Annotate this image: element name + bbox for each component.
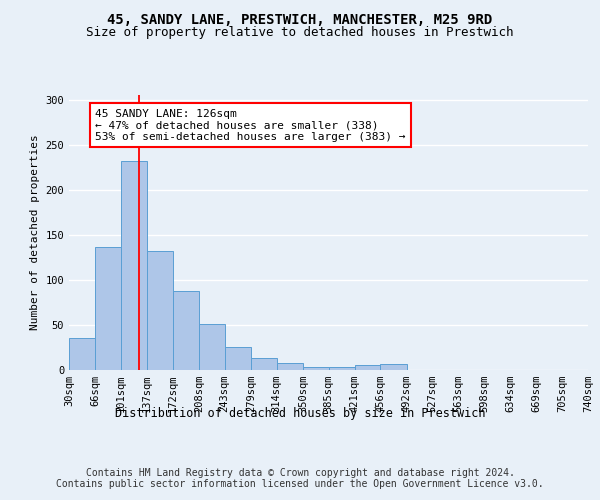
Bar [329,368,355,370]
Bar [355,364,380,370]
Bar [147,251,173,370]
Bar [69,338,95,370]
Text: 45 SANDY LANE: 126sqm
← 47% of detached houses are smaller (338)
53% of semi-det: 45 SANDY LANE: 126sqm ← 47% of detached … [95,108,406,142]
Text: Size of property relative to detached houses in Prestwich: Size of property relative to detached ho… [86,26,514,39]
Text: 45, SANDY LANE, PRESTWICH, MANCHESTER, M25 9RD: 45, SANDY LANE, PRESTWICH, MANCHESTER, M… [107,12,493,26]
Bar [303,368,329,370]
Bar [225,348,251,370]
Bar [199,324,225,370]
Bar [251,358,277,370]
Bar [588,368,600,370]
Bar [95,248,121,370]
Bar [277,363,303,370]
Bar [173,290,199,370]
Bar [380,364,407,370]
Text: Contains HM Land Registry data © Crown copyright and database right 2024.
Contai: Contains HM Land Registry data © Crown c… [56,468,544,489]
Text: Distribution of detached houses by size in Prestwich: Distribution of detached houses by size … [115,408,485,420]
Bar [121,161,147,370]
Y-axis label: Number of detached properties: Number of detached properties [30,134,40,330]
